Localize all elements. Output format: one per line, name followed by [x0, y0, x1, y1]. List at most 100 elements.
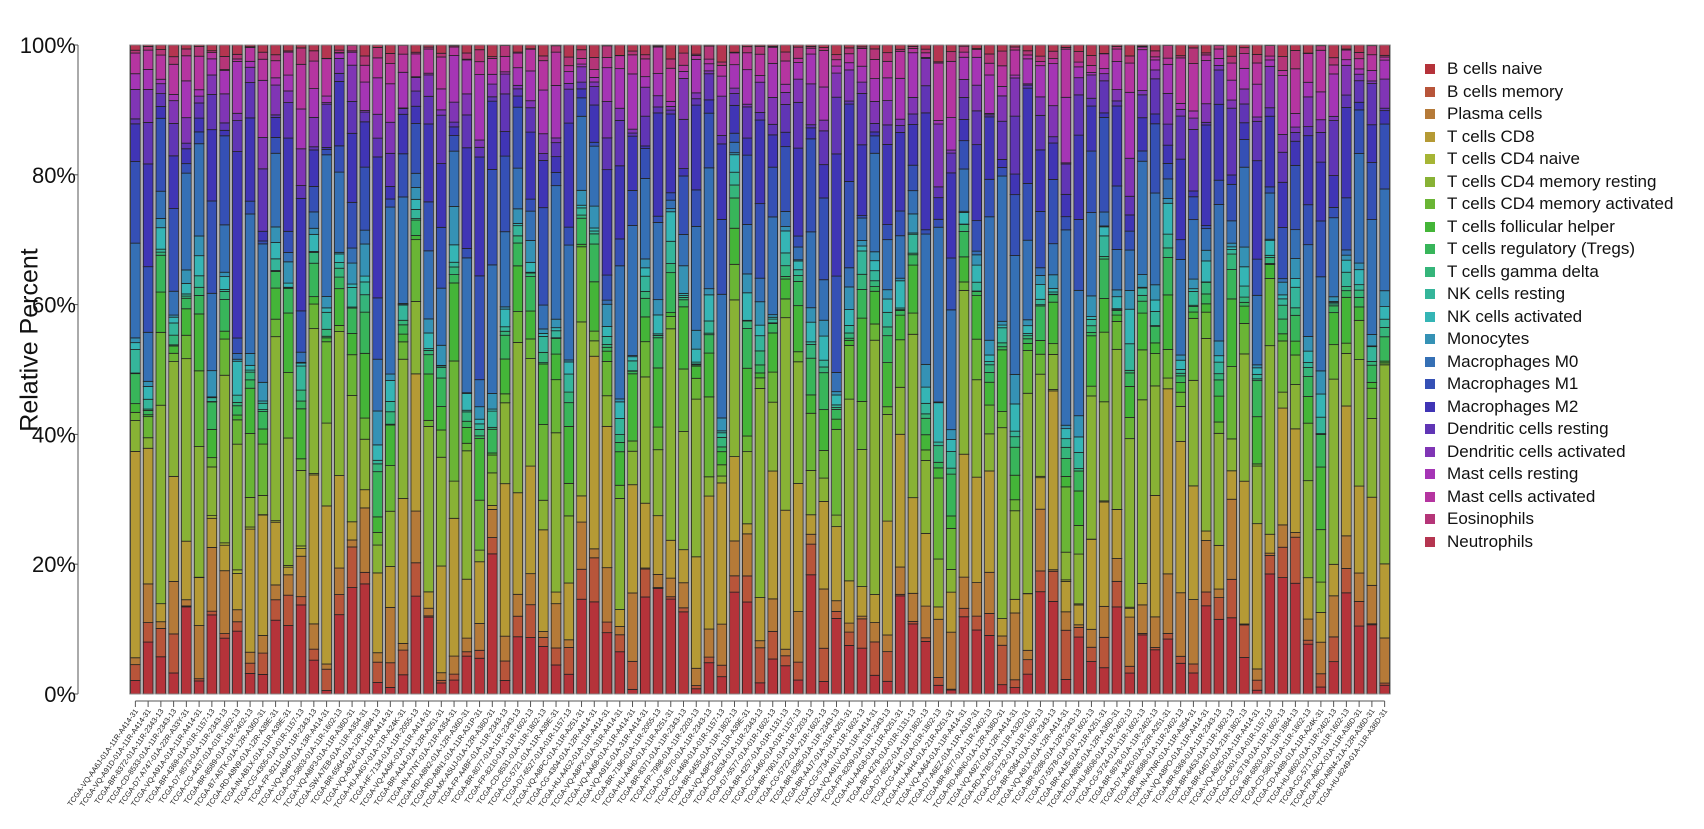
bar-segment — [780, 146, 791, 212]
bar-segment — [232, 44, 243, 55]
bar-segment — [640, 54, 651, 60]
bar-TCGA-CD-8531-01A-11R-1802-13 — [537, 44, 550, 695]
bar-segment — [652, 215, 664, 223]
bar-TCGA-CD-A489-01A-11R-A24K-31 — [1314, 44, 1328, 695]
bar-segment — [1302, 44, 1314, 54]
bar-segment — [1200, 249, 1212, 262]
bar-segment — [843, 62, 855, 71]
bar-segment — [563, 426, 575, 484]
bar-segment — [1086, 295, 1097, 317]
bar-segment — [805, 231, 817, 309]
bar-TCGA-BR-8678-01A-11R-2402-13 — [1148, 44, 1162, 695]
bar-segment — [295, 63, 307, 110]
bar-segment — [640, 86, 651, 117]
legend-item: Neutrophils — [1425, 531, 1673, 554]
legend-item: T cells follicular helper — [1425, 216, 1673, 239]
bar-segment — [1009, 373, 1021, 405]
bar-TCGA-RD-A8N0-01A-12R-A36D-31 — [995, 44, 1009, 695]
bar-segment — [690, 365, 702, 379]
bar-segment — [1162, 247, 1174, 258]
bar-segment — [295, 351, 307, 363]
bar-segment — [1239, 480, 1250, 625]
bar-segment — [1035, 267, 1046, 276]
bar-segment — [1328, 44, 1339, 59]
bar-segment — [461, 52, 473, 60]
bar-segment — [244, 47, 256, 62]
bar-segment — [181, 540, 192, 601]
bar-segment — [627, 50, 638, 56]
bar-segment — [1213, 421, 1225, 434]
bar-segment — [1137, 634, 1148, 695]
bar-segment — [678, 175, 689, 235]
bar-segment — [499, 393, 511, 404]
bar-segment — [257, 240, 269, 245]
bar-segment — [448, 480, 460, 519]
bar-segment — [168, 580, 179, 635]
bar-segment — [461, 411, 473, 422]
bar-segment — [640, 178, 651, 260]
bar-segment — [601, 346, 613, 352]
bar-segment — [1060, 551, 1072, 581]
bar-TCGA-HU-A4GY-01A-21R-A24K-31 — [396, 44, 410, 695]
bar-segment — [1226, 470, 1237, 500]
bar-segment — [346, 44, 358, 52]
bar-segment — [984, 178, 995, 218]
bar-segment — [436, 344, 447, 366]
bar-segment — [295, 555, 307, 598]
bar-segment — [372, 682, 383, 695]
bar-segment — [1060, 216, 1072, 231]
bar-segment — [678, 607, 689, 613]
bar-segment — [1251, 416, 1263, 465]
bar-segment — [270, 152, 281, 228]
bar-segment — [1073, 44, 1084, 52]
bar-segment — [1264, 59, 1276, 67]
bar-segment — [576, 44, 587, 51]
legend-swatch-icon — [1425, 109, 1435, 120]
bar-segment — [410, 510, 422, 564]
bar-segment — [308, 648, 320, 661]
bar-segment — [818, 279, 830, 321]
bar-segment — [1098, 68, 1110, 75]
bar-segment — [1073, 553, 1084, 605]
bar-segment — [397, 113, 409, 155]
x-axis: TCGA-VQ-AA6J-01A-11R-A414-31TCGA-VQ-A91D… — [66, 700, 1389, 810]
bar-segment — [295, 458, 307, 471]
bar-segment — [805, 543, 817, 576]
bar-segment — [1213, 379, 1225, 397]
bar-segment — [1226, 617, 1237, 695]
bar-segment — [244, 200, 256, 215]
bar-segment — [1315, 581, 1327, 613]
bar-segment — [346, 587, 358, 695]
bar-segment — [1047, 105, 1059, 138]
bar-segment — [232, 414, 243, 421]
bar-segment — [818, 359, 830, 368]
bar-segment — [1277, 577, 1288, 695]
bar-segment — [958, 256, 970, 283]
bar-segment — [716, 451, 728, 466]
bar-segment — [652, 574, 664, 588]
bar-segment — [1137, 287, 1148, 296]
bar-segment — [155, 49, 167, 56]
bar-TCGA-BR-7196-01A-11R-2055-13 — [651, 44, 665, 695]
bar-segment — [971, 254, 982, 266]
bar-segment — [193, 55, 205, 91]
bar-segment — [716, 75, 728, 97]
bar-segment — [665, 577, 677, 598]
bar-segment — [678, 299, 689, 308]
bar-segment — [971, 291, 982, 297]
bar-segment — [818, 86, 830, 121]
bar-segment — [665, 58, 677, 69]
bar-segment — [996, 44, 1008, 52]
bar-segment — [385, 83, 396, 123]
bar-segment — [1022, 239, 1033, 321]
bar-segment — [741, 523, 753, 535]
bar-segment — [1315, 393, 1327, 418]
bar-segment — [933, 62, 944, 121]
bar-segment — [1277, 227, 1288, 280]
bar-segment — [270, 521, 281, 586]
bar-segment — [1098, 211, 1110, 227]
bar-segment — [1111, 185, 1123, 250]
bar-segment — [181, 55, 192, 82]
bar-segment — [1022, 593, 1033, 651]
bar-segment — [792, 351, 804, 363]
